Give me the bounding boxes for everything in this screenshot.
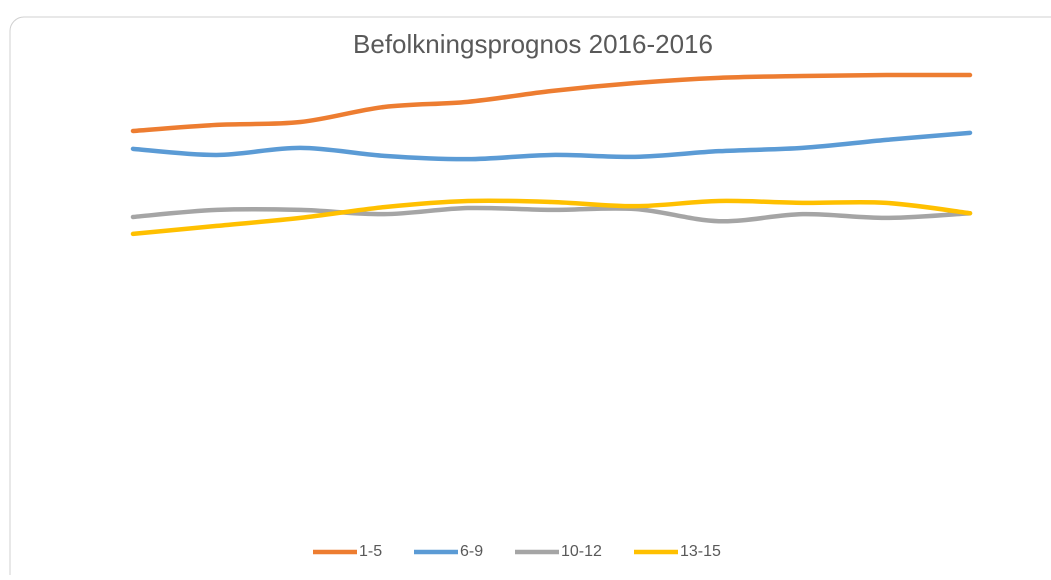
chart-border [9, 16, 1051, 580]
chart-title: Befolkningsprognos 2016-2016 [353, 29, 713, 59]
legend-label: 6-9 [460, 543, 483, 560]
series-line [130, 205, 973, 224]
series-line [130, 130, 973, 162]
series-line [130, 198, 973, 237]
series-line [130, 72, 973, 134]
legend-label: 13-15 [680, 543, 721, 560]
legend-label: 10-12 [561, 543, 602, 560]
legend-label: 1-5 [359, 543, 382, 560]
